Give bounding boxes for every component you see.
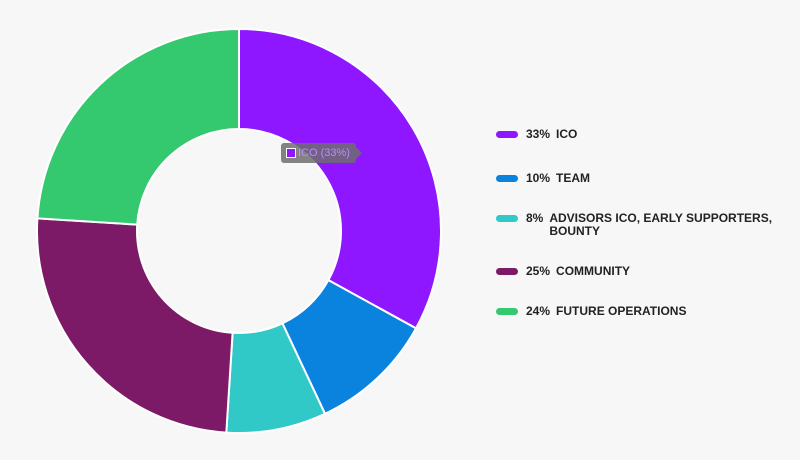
legend-item-community[interactable]: 25% COMMUNITY — [496, 265, 796, 278]
donut-slice-ico[interactable] — [238, 27, 442, 330]
legend-label-advisors: ADVISORS ICO, EARLY SUPPORTERS, BOUNTY — [549, 211, 773, 238]
legend-item-team[interactable]: 10% TEAM — [496, 172, 796, 185]
legend-percent-community: 25% — [526, 264, 551, 278]
slice-tooltip: ICO (33%) — [281, 143, 362, 163]
legend-label-team: TEAM — [556, 171, 591, 185]
legend-swatch-future-operations — [496, 308, 518, 315]
legend-label-ico: ICO — [556, 127, 578, 141]
legend-label-future-operations: FUTURE OPERATIONS — [556, 304, 687, 318]
legend-swatch-community — [496, 268, 518, 275]
legend-item-advisors[interactable]: 8% ADVISORS ICO, EARLY SUPPORTERS, BOUNT… — [496, 212, 789, 238]
legend-item-ico[interactable]: 33% ICO — [496, 128, 796, 141]
legend-swatch-ico — [496, 131, 518, 138]
legend-swatch-advisors — [496, 215, 518, 222]
legend-label-community: COMMUNITY — [556, 264, 631, 278]
donut-slice-future-operations[interactable] — [36, 27, 240, 226]
donut-slice-community[interactable] — [36, 217, 234, 434]
legend-percent-advisors: 8% — [526, 211, 544, 225]
legend-percent-future-operations: 24% — [526, 304, 551, 318]
legend-swatch-team — [496, 175, 518, 182]
legend-item-future-operations[interactable]: 24% FUTURE OPERATIONS — [496, 305, 796, 318]
legend-percent-ico: 33% — [526, 127, 551, 141]
legend-percent-team: 10% — [526, 171, 551, 185]
tooltip-text: ICO (33%) — [298, 147, 350, 159]
tooltip-color-box — [286, 148, 296, 158]
